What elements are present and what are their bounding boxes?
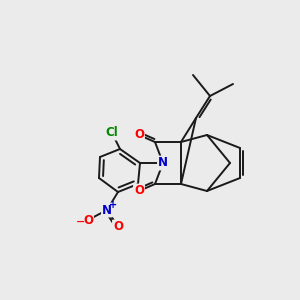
Text: O: O bbox=[134, 128, 144, 142]
Text: O: O bbox=[113, 220, 123, 233]
Text: O: O bbox=[134, 184, 144, 197]
Text: O: O bbox=[83, 214, 93, 226]
Text: +: + bbox=[109, 200, 117, 210]
Text: N: N bbox=[102, 203, 112, 217]
Text: Cl: Cl bbox=[106, 127, 118, 140]
Text: −: − bbox=[76, 217, 86, 227]
Text: N: N bbox=[158, 157, 168, 169]
